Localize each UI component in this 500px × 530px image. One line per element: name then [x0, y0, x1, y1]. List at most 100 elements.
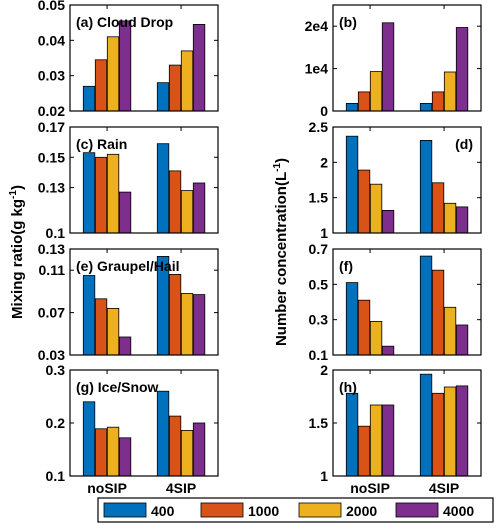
- panel-title-h: (h): [339, 379, 357, 395]
- legend-label-400: 400: [151, 503, 175, 519]
- ytick-label-a: 0.02: [38, 103, 65, 119]
- bar-h-noSIP-4000: [381, 404, 395, 477]
- right-ylabel: Number concentration(L-1): [272, 158, 290, 346]
- axes-frame-d: [332, 126, 482, 234]
- bar-b-noSIP-400: [345, 103, 359, 112]
- bar-h-noSIP-400: [345, 392, 359, 477]
- panel-g: 0.1 0.2 0.3 noSIP 4SIP (g) Ice/Snow: [46, 362, 219, 496]
- bar-e-noSIP-400: [82, 275, 96, 356]
- bar-c-4SIP-1000: [168, 170, 182, 234]
- legend: 400 1000 2000 4000: [97, 497, 494, 523]
- bar-a-noSIP-1000: [94, 59, 108, 112]
- bar-d-4SIP-1000: [431, 182, 445, 234]
- panel-title-a: (a) Cloud Drop: [76, 14, 173, 30]
- ytick-label-d: 2: [320, 154, 328, 170]
- xtick-label-h-noSIP: noSIP: [350, 480, 390, 496]
- ytick-label-g: 0.1: [46, 468, 66, 484]
- ytick-label-e: 0.07: [38, 305, 65, 321]
- bar-a-4SIP-400: [156, 82, 170, 112]
- ytick-label-b: 2e4: [305, 18, 329, 34]
- ytick-label-e: 0.13: [38, 241, 65, 257]
- ytick-label-e: 0.11: [39, 262, 66, 278]
- bar-f-4SIP-400: [419, 255, 433, 356]
- legend-swatch-1000: [200, 502, 244, 518]
- ytick-label-g: 0.3: [46, 362, 66, 378]
- bar-a-noSIP-4000: [118, 20, 132, 112]
- ytick-label-a: 0.05: [38, 0, 65, 13]
- left-ylabel: Mixing ratio(g kg-1): [8, 185, 26, 319]
- bar-f-noSIP-400: [345, 282, 359, 356]
- bar-a-noSIP-400: [82, 85, 96, 112]
- bar-e-4SIP-2000: [180, 293, 194, 356]
- xtick-label-g-4SIP: 4SIP: [166, 480, 196, 496]
- ytick-label-h: 1.5: [309, 415, 329, 431]
- bar-g-noSIP-2000: [106, 426, 120, 477]
- ytick-label-d: 2.5: [309, 119, 329, 135]
- bar-e-noSIP-1000: [94, 298, 108, 356]
- bar-e-4SIP-1000: [168, 273, 182, 356]
- bar-b-4SIP-2000: [443, 71, 457, 112]
- bar-g-4SIP-4000: [192, 422, 206, 477]
- bar-c-4SIP-4000: [192, 182, 206, 234]
- bar-e-noSIP-4000: [118, 336, 132, 356]
- bar-d-4SIP-2000: [443, 202, 457, 234]
- bar-d-noSIP-4000: [381, 209, 395, 234]
- bar-c-4SIP-2000: [180, 190, 194, 234]
- panel-c: 0.1 0.13 0.15 0.17 (c) Rain: [38, 119, 219, 241]
- ytick-label-e: 0.03: [38, 347, 65, 363]
- bar-a-noSIP-2000: [106, 36, 120, 112]
- panel-d: 1 1.5 2 2.5 (d): [309, 119, 482, 241]
- ytick-label-c: 0.17: [38, 119, 65, 135]
- bar-f-4SIP-4000: [455, 324, 469, 356]
- legend-swatch-2000: [298, 502, 342, 518]
- ytick-label-f: 0.7: [309, 241, 329, 257]
- bar-h-4SIP-400: [419, 373, 433, 477]
- axes-frame-c: [69, 126, 219, 234]
- panel-h: 1 1.5 2 noSIP 4SIP (h): [309, 362, 482, 496]
- panel-title-e: (e) Graupel/Hail: [76, 258, 179, 274]
- ytick-label-h: 2: [320, 362, 328, 378]
- bar-h-4SIP-1000: [431, 392, 445, 477]
- legend-label-4000: 4000: [443, 503, 474, 519]
- panel-title-f: (f): [339, 258, 353, 274]
- bar-b-noSIP-2000: [369, 71, 383, 112]
- bar-d-4SIP-4000: [455, 206, 469, 234]
- bar-f-noSIP-2000: [369, 320, 383, 356]
- bar-d-noSIP-2000: [369, 183, 383, 234]
- bar-e-noSIP-2000: [106, 307, 120, 356]
- panel-title-g: (g) Ice/Snow: [76, 379, 159, 395]
- ytick-label-c: 0.1: [46, 225, 66, 241]
- bar-g-4SIP-1000: [168, 415, 182, 477]
- bar-g-4SIP-400: [156, 390, 170, 477]
- ytick-label-h: 1: [320, 468, 328, 484]
- bar-b-4SIP-400: [419, 103, 433, 112]
- panel-title-d: (d): [455, 136, 473, 152]
- bar-a-4SIP-1000: [168, 64, 182, 112]
- bar-c-noSIP-2000: [106, 153, 120, 234]
- panel-title-b: (b): [339, 14, 357, 30]
- legend-swatch-4000: [395, 502, 439, 518]
- bar-f-4SIP-1000: [431, 269, 445, 356]
- bar-g-noSIP-1000: [94, 428, 108, 477]
- bar-g-4SIP-2000: [180, 429, 194, 477]
- panel-e: 0.03 0.07 0.11 0.13 (e) Graupel/Hail: [38, 241, 219, 363]
- bar-f-noSIP-4000: [381, 345, 395, 356]
- ytick-label-f: 0.5: [309, 276, 329, 292]
- panels: 0.02 0.03 0.04 0.05 (a) Cloud Drop 0 1e4 2e4 (b)…: [38, 0, 482, 496]
- ytick-label-a: 0.03: [38, 68, 65, 84]
- legend-label-2000: 2000: [346, 503, 377, 519]
- legend-label-1000: 1000: [248, 503, 279, 519]
- bar-c-noSIP-1000: [94, 156, 108, 234]
- ytick-label-b: 0: [320, 103, 328, 119]
- panel-title-c: (c) Rain: [76, 136, 127, 152]
- bar-d-4SIP-400: [419, 139, 433, 234]
- bar-g-noSIP-400: [82, 401, 96, 477]
- bar-b-noSIP-4000: [381, 22, 395, 112]
- bar-c-4SIP-400: [156, 143, 170, 234]
- panel-a: 0.02 0.03 0.04 0.05 (a) Cloud Drop: [38, 0, 219, 119]
- ytick-label-d: 1.5: [309, 190, 329, 206]
- panel-f: 0.1 0.3 0.5 0.7 (f): [309, 241, 482, 363]
- bar-b-4SIP-1000: [431, 91, 445, 112]
- bar-c-noSIP-4000: [118, 191, 132, 234]
